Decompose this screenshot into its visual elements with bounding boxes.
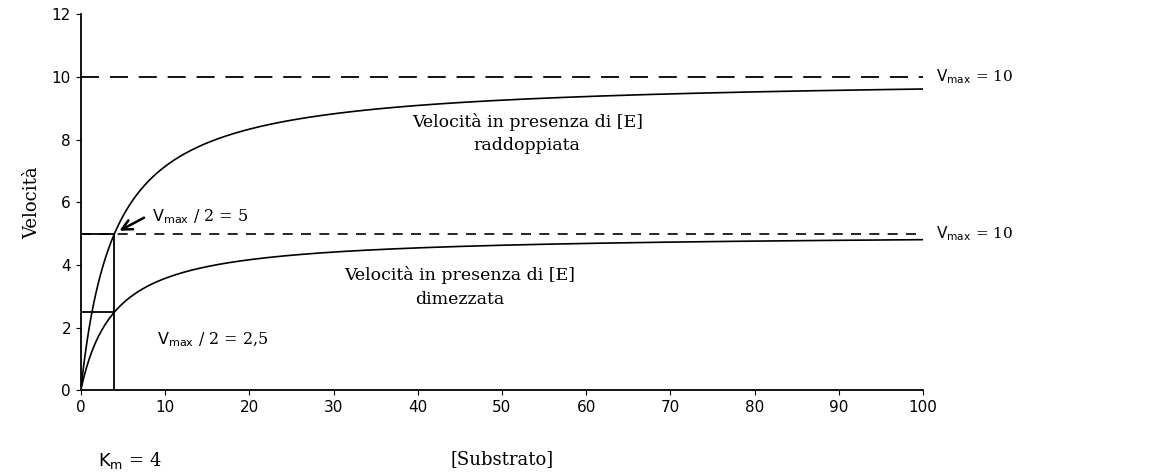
Text: $\mathrm{V_{max}}$ = 10: $\mathrm{V_{max}}$ = 10 — [936, 68, 1013, 86]
Text: $\mathrm{K_m}$ = 4: $\mathrm{K_m}$ = 4 — [98, 450, 162, 471]
Y-axis label: Velocità: Velocità — [23, 166, 40, 238]
Text: $\mathrm{V_{max}}$ / 2 = 2,5: $\mathrm{V_{max}}$ / 2 = 2,5 — [157, 331, 268, 349]
Text: [Substrato]: [Substrato] — [450, 450, 554, 468]
Text: Velocità in presenza di [E]
raddoppiata: Velocità in presenza di [E] raddoppiata — [412, 113, 643, 154]
Text: $\mathrm{V_{max}}$ = 10: $\mathrm{V_{max}}$ = 10 — [936, 224, 1013, 243]
Text: Velocità in presenza di [E]
dimezzata: Velocità in presenza di [E] dimezzata — [344, 266, 576, 307]
Text: $\mathrm{V_{max}}$ / 2 = 5: $\mathrm{V_{max}}$ / 2 = 5 — [152, 207, 248, 226]
